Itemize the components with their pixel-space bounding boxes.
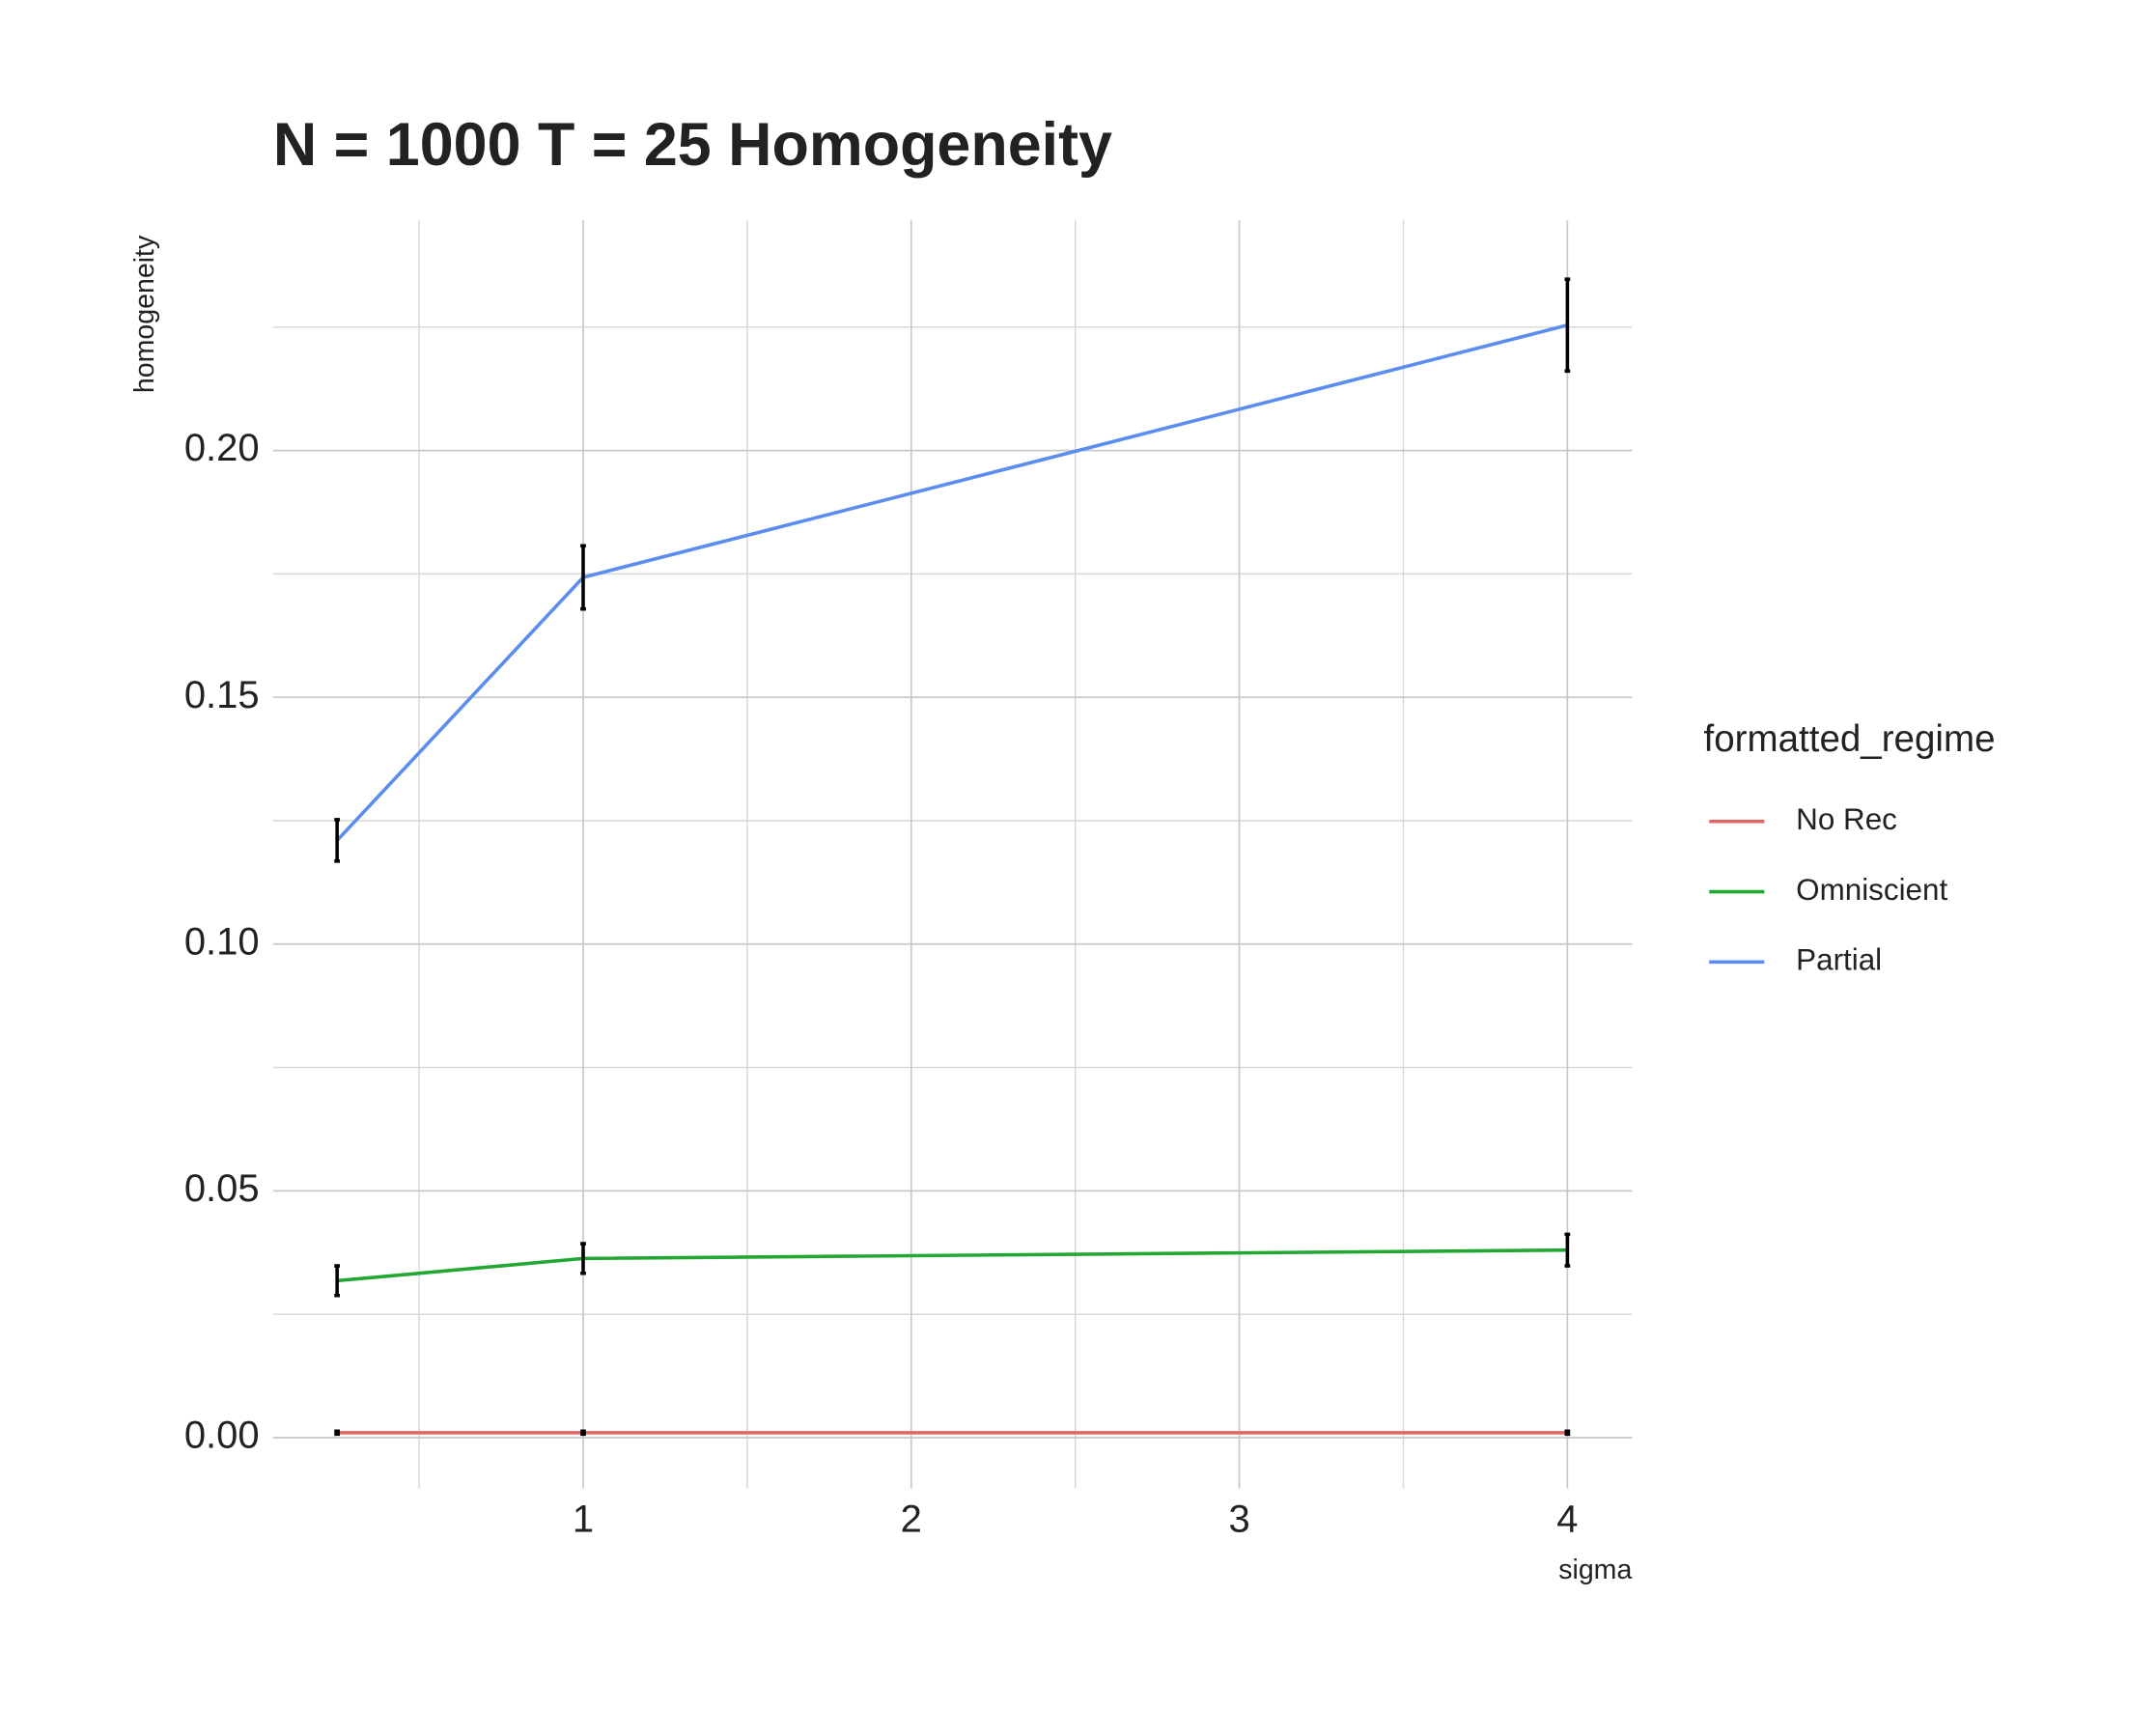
- chart-title: N = 1000 T = 25 Homogeneity: [273, 111, 1112, 179]
- legend-title: formatted_regime: [1704, 718, 1996, 760]
- x-tick-label: 4: [1556, 1498, 1578, 1540]
- error-bar: [1564, 1232, 1571, 1268]
- x-axis-label: sigma: [1558, 1555, 1632, 1585]
- series-line: [336, 1247, 1568, 1283]
- series-line: [335, 323, 1568, 842]
- y-tick-label: 0.05: [184, 1167, 260, 1210]
- x-tick-label: 2: [901, 1498, 922, 1540]
- x-tick-label: 3: [1228, 1498, 1249, 1540]
- y-axis-label: homogeneity: [129, 235, 160, 393]
- error-bar: [334, 818, 341, 863]
- error-bar: [334, 1264, 341, 1298]
- error-bar: [580, 1242, 586, 1275]
- y-tick-label: 0.15: [184, 674, 260, 716]
- y-tick-label: 0.10: [184, 920, 260, 963]
- x-tick-label: 1: [573, 1498, 594, 1540]
- error-bar: [334, 1429, 341, 1437]
- legend-label: Omniscient: [1796, 873, 1947, 907]
- y-tick-label: 0.20: [184, 427, 260, 469]
- y-tick-label: 0.00: [184, 1415, 260, 1457]
- legend-label: Partial: [1796, 943, 1882, 977]
- legend-label: No Rec: [1796, 802, 1897, 836]
- error-bar: [580, 544, 586, 611]
- error-bar: [1564, 277, 1571, 374]
- error-bar: [580, 1429, 586, 1437]
- error-bar: [1564, 1429, 1571, 1437]
